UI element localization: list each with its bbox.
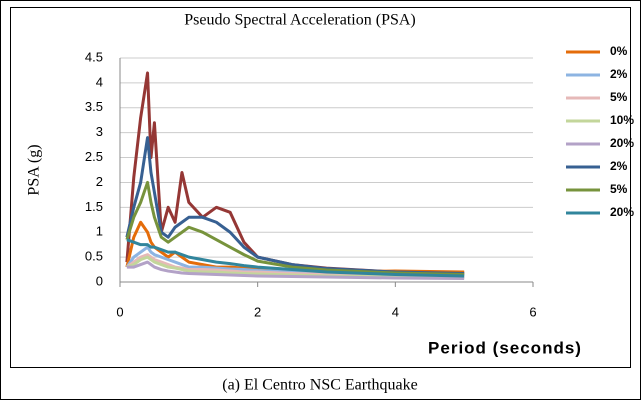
series-line [126, 260, 465, 281]
x-tick-label: 4 [392, 304, 399, 319]
series-line [126, 238, 465, 278]
legend-label: 2% [610, 67, 628, 81]
x-tick-label: 6 [529, 304, 536, 319]
y-tick-label: 2.5 [85, 149, 103, 164]
series-line [125, 136, 465, 276]
chart-frame [10, 7, 631, 368]
legend-label: 20% [610, 205, 634, 219]
x-tick-label: 2 [254, 304, 261, 319]
legend-label: 5% [610, 90, 628, 104]
y-tick-label: 3 [96, 124, 103, 139]
y-tick-label: 1 [96, 224, 103, 239]
legend-label: 20% [610, 136, 634, 150]
y-axis-label: PSA (g) [26, 144, 43, 195]
y-tick-label: 0.5 [85, 249, 103, 264]
y-tick-label: 1.5 [85, 199, 103, 214]
x-axis-label: Period (seconds) [428, 338, 582, 357]
series-line [125, 180, 465, 277]
y-tick-label: 4 [96, 74, 103, 89]
caption: (a) El Centro NSC Earthquake [222, 377, 418, 394]
legend-label: 5% [610, 182, 628, 196]
legend-label: 10% [610, 113, 634, 127]
y-tick-label: 0 [96, 273, 103, 288]
series-line [126, 255, 465, 280]
x-tick-label: 0 [116, 304, 123, 319]
y-tick-label: 2 [96, 174, 103, 189]
y-tick-label: 3.5 [85, 99, 103, 114]
legend-label: 0% [610, 44, 628, 58]
y-tick-label: 4.5 [85, 49, 103, 64]
chart-title: Pseudo Spectral Acceleration (PSA) [184, 12, 416, 29]
legend-label: 2% [610, 159, 628, 173]
